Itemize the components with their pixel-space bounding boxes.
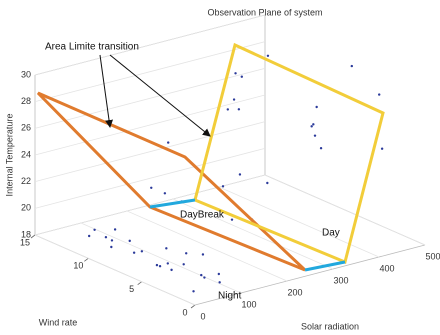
annotation: Day bbox=[322, 228, 340, 239]
point bbox=[140, 250, 144, 253]
z-tick-label: 22 bbox=[21, 176, 31, 186]
point bbox=[218, 281, 221, 284]
axis-line bbox=[194, 244, 426, 306]
x-tick bbox=[84, 258, 89, 262]
y-tick-label: 400 bbox=[379, 263, 394, 273]
point bbox=[319, 147, 323, 150]
point bbox=[87, 234, 91, 238]
point bbox=[315, 105, 318, 109]
grid-line bbox=[80, 222, 242, 294]
point bbox=[166, 262, 169, 265]
point bbox=[240, 75, 243, 78]
point bbox=[266, 181, 269, 185]
grid-line bbox=[264, 174, 426, 246]
axes-box: 0 5 10 15 0 100 200 300 400 500 18 20 22 24 26 28 30 bbox=[20, 14, 440, 321]
y-tick-label: 0 bbox=[200, 311, 205, 321]
x-tick-label: 10 bbox=[73, 261, 83, 271]
point bbox=[192, 290, 195, 293]
grid-line bbox=[34, 234, 196, 306]
point bbox=[350, 64, 353, 68]
point bbox=[163, 192, 167, 195]
z-tick-label: 28 bbox=[21, 96, 31, 106]
point bbox=[237, 108, 241, 111]
x-tick bbox=[190, 304, 196, 309]
grid-line bbox=[34, 147, 266, 209]
grid-line bbox=[34, 14, 266, 76]
point bbox=[313, 134, 317, 137]
arrow bbox=[109, 54, 211, 137]
point bbox=[200, 273, 203, 277]
point bbox=[110, 245, 113, 249]
x-tick bbox=[137, 281, 142, 285]
point bbox=[113, 228, 117, 231]
point bbox=[217, 272, 221, 276]
point bbox=[203, 276, 206, 279]
x-tick-label: 15 bbox=[20, 237, 30, 247]
grid-line bbox=[172, 198, 334, 270]
x-tick bbox=[30, 234, 36, 239]
z-tick-label: 18 bbox=[21, 229, 31, 239]
grid-line bbox=[34, 41, 266, 103]
annotation: Area Limite transition bbox=[45, 42, 139, 53]
points bbox=[87, 54, 384, 293]
point bbox=[310, 125, 313, 128]
x-tick-label: 5 bbox=[129, 284, 134, 294]
y-tick-label: 200 bbox=[287, 287, 302, 297]
point bbox=[201, 253, 205, 256]
x-tick-label: 0 bbox=[182, 307, 187, 317]
point bbox=[230, 218, 234, 221]
point bbox=[128, 239, 131, 243]
y-axis-label: Solar radiation bbox=[301, 321, 359, 331]
y-tick-label: 300 bbox=[333, 275, 348, 285]
point bbox=[165, 247, 168, 250]
annotation: Night bbox=[218, 291, 242, 302]
arrow bbox=[99, 54, 113, 128]
point bbox=[221, 185, 225, 188]
grid-line bbox=[218, 186, 380, 258]
point bbox=[170, 268, 173, 272]
chart-title: Observation Plane of system bbox=[207, 7, 322, 17]
point bbox=[110, 239, 114, 242]
grid-line bbox=[126, 210, 288, 282]
point bbox=[150, 186, 153, 189]
point bbox=[266, 54, 270, 57]
point bbox=[155, 263, 159, 267]
point bbox=[378, 93, 381, 96]
grid-line bbox=[34, 121, 266, 183]
z-tick-label: 30 bbox=[21, 69, 31, 79]
z-tick-label: 20 bbox=[21, 203, 31, 213]
point bbox=[182, 263, 185, 266]
boundary-line bbox=[304, 260, 346, 272]
point bbox=[158, 265, 162, 268]
z-tick-label: 26 bbox=[21, 123, 31, 133]
point bbox=[185, 252, 188, 255]
point bbox=[312, 123, 315, 126]
point bbox=[238, 173, 242, 176]
point bbox=[232, 98, 236, 101]
point bbox=[234, 72, 237, 75]
x-axis-label: Wind rate bbox=[39, 317, 78, 327]
grid-line bbox=[34, 94, 266, 156]
point bbox=[93, 228, 96, 231]
y-tick-label: 100 bbox=[241, 299, 256, 309]
annotation: DayBreak bbox=[180, 210, 225, 221]
y-tick-label: 500 bbox=[425, 251, 440, 261]
z-axis-label: Internal Temperature bbox=[4, 114, 14, 197]
point bbox=[380, 147, 384, 150]
point bbox=[226, 108, 229, 111]
point bbox=[132, 251, 136, 254]
point bbox=[104, 236, 108, 239]
point bbox=[167, 141, 170, 144]
boundary-line bbox=[149, 198, 196, 209]
z-tick-label: 24 bbox=[21, 149, 31, 159]
